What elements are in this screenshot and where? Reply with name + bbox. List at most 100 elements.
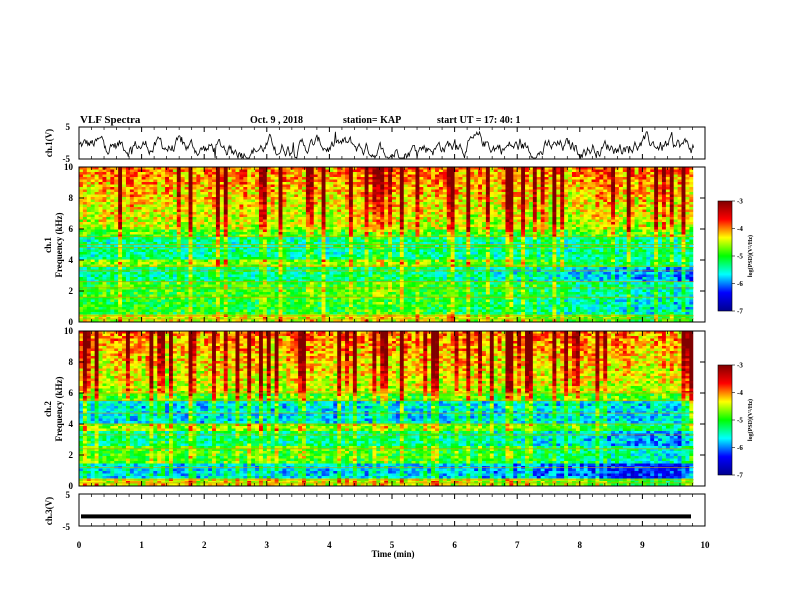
spectrogram-cell (505, 182, 510, 185)
spectrogram-cell (329, 222, 334, 225)
spectrogram-cell (470, 207, 475, 210)
spectrogram-cell (333, 207, 338, 210)
spectrogram-cell (493, 167, 498, 170)
spectrogram-cell (673, 174, 678, 178)
spectrogram-cell (423, 187, 428, 190)
spectrogram-cell (227, 202, 232, 205)
spectrogram-cell (615, 194, 620, 198)
spectrogram-cell (399, 187, 405, 190)
spectrogram-cell (333, 197, 338, 200)
spectrogram-cell (509, 189, 514, 193)
spectrogram-cell (106, 214, 111, 218)
spectrogram-cell (630, 197, 635, 200)
spectrogram-cell (603, 242, 608, 245)
spectrogram-cell (188, 237, 193, 240)
spectrogram-cell (591, 212, 596, 215)
spectrogram-cell (689, 232, 694, 235)
spectrogram-cell (411, 204, 416, 208)
spectrogram-cell (493, 242, 498, 245)
spectrogram-cell (595, 174, 600, 178)
spectrogram-cell (591, 192, 596, 195)
spectrogram-cell (258, 234, 264, 238)
spectrogram-cell (638, 199, 643, 203)
spectrogram-cell (454, 227, 459, 230)
spectrogram-cell (493, 179, 498, 183)
spectrogram-cell (145, 199, 150, 203)
spectrogram-cell (395, 189, 401, 193)
spectrogram-cell (157, 197, 162, 200)
spectrogram-cell (380, 194, 385, 198)
spectrogram-cell (673, 197, 678, 200)
spectrogram-cell (560, 222, 565, 225)
spectrogram-cell (411, 179, 416, 183)
spectrogram-cell (497, 234, 502, 238)
spectrogram-cell (587, 204, 592, 208)
spectrogram-cell (622, 199, 628, 203)
spectrogram-cell (341, 179, 346, 183)
spectrogram-cell (622, 222, 628, 225)
spectrogram-cell (415, 219, 420, 223)
spectrogram-cell (129, 187, 135, 190)
spectrogram-cell (337, 167, 342, 170)
spectrogram-cell (435, 222, 440, 225)
spectrogram-cell (266, 204, 272, 208)
spectrogram-cell (685, 199, 690, 203)
spectrogram-cell (98, 244, 103, 248)
spectrogram-cell (442, 237, 448, 240)
spectrogram-cell (462, 219, 467, 223)
spectrogram-cell (149, 194, 154, 198)
spectrogram-cell (446, 179, 451, 183)
spectrogram-cell (544, 187, 549, 190)
spectrogram-cell (532, 237, 538, 240)
spectrogram-cell (497, 184, 502, 188)
spectrogram-cell (654, 242, 659, 245)
spectrogram-cell (102, 202, 107, 205)
spectrogram-cell (435, 184, 440, 188)
spectrogram-cell (208, 237, 213, 240)
spectrogram-cell (180, 177, 185, 180)
spectrogram-cell (204, 199, 209, 203)
spectrogram-cell (352, 212, 358, 215)
spectrogram-cell (313, 237, 318, 240)
spectrogram-cell (372, 174, 377, 178)
spectrogram-cell (615, 189, 620, 193)
spectrogram-cell (603, 174, 608, 178)
spectrogram-cell (489, 219, 495, 223)
spectrogram-cell (607, 192, 612, 195)
spectrogram-cell (548, 182, 553, 185)
spectrogram-cell (270, 232, 275, 235)
spectrogram-cell (133, 204, 138, 208)
spectrogram-cell (497, 227, 502, 230)
spectrogram-cell (122, 217, 127, 220)
spectrogram-cell (669, 189, 674, 193)
spectrogram-cell (168, 214, 174, 218)
spectrogram-cell (392, 214, 397, 218)
spectrogram-cell (129, 214, 135, 218)
spectrogram-cell (403, 209, 408, 213)
spectrogram-cell (509, 212, 514, 215)
spectrogram-cell (243, 242, 248, 245)
spectrogram-cell (521, 222, 526, 225)
spectrogram-cell (701, 199, 706, 203)
spectrogram-cell (200, 229, 205, 233)
spectrogram-cell (309, 167, 315, 170)
spectrogram-cell (94, 222, 99, 225)
spectrogram-cell (493, 232, 498, 235)
spectrogram-cell (462, 217, 467, 220)
spectrogram-cell (79, 219, 84, 223)
spectrogram-cell (98, 187, 103, 190)
spectrogram-cell (575, 229, 581, 233)
spectrogram-cell (669, 169, 674, 173)
spectrogram-cell (286, 182, 291, 185)
spectrogram-cell (235, 222, 240, 225)
spectrogram-cell (360, 229, 365, 233)
spectrogram-cell (634, 169, 639, 173)
spectrogram-cell (478, 179, 483, 183)
spectrogram-cell (122, 204, 127, 208)
spectrogram-cell (532, 194, 538, 198)
spectrogram-cell (658, 174, 663, 178)
spectrogram-cell (215, 192, 221, 195)
spectrogram-cell (415, 174, 420, 178)
spectrogram-cell (376, 222, 381, 225)
spectrogram-cell (571, 212, 577, 215)
